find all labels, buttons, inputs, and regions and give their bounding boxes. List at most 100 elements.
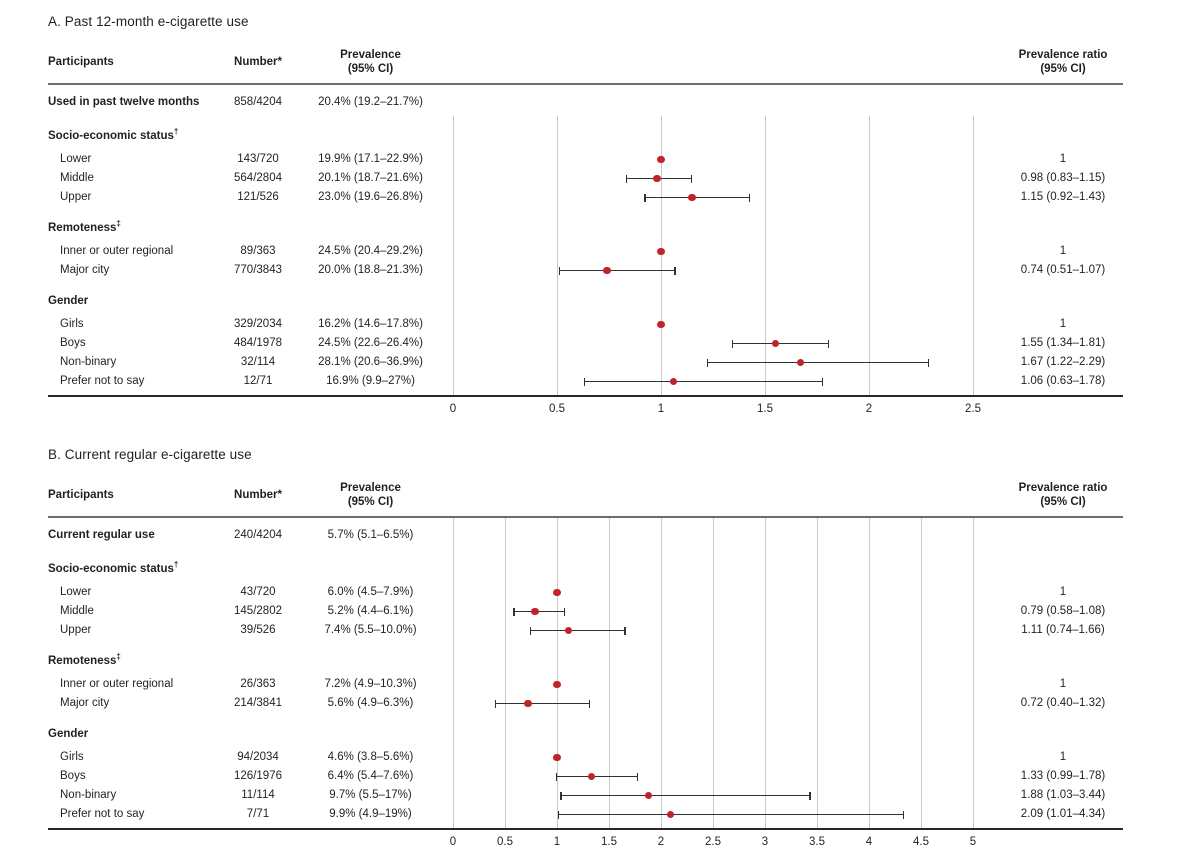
ci-line	[560, 794, 811, 797]
ci-cap-low	[558, 810, 560, 819]
ci-cap-high	[828, 339, 830, 348]
row-ratio: 1	[1059, 317, 1067, 330]
row-prevalence: 24.5% (20.4–29.2%)	[318, 244, 423, 257]
row-label: Inner or outer regional	[60, 677, 174, 690]
bottom-rule	[48, 828, 1123, 830]
row-label: Remoteness‡	[48, 651, 121, 667]
row-label: Remoteness‡	[48, 218, 121, 234]
ci-cap-high	[902, 810, 905, 819]
table-row: Current regular use 240/4204 5.7% (5.1–6.5…	[48, 524, 1148, 548]
row-plot-cell	[438, 805, 978, 824]
row-plot-cell	[438, 353, 978, 372]
axis-tick-label: 2.5	[705, 836, 721, 848]
point-estimate-marker	[669, 377, 678, 386]
row-plot-cell	[438, 694, 978, 713]
gridline	[661, 518, 662, 828]
table-row: Girls 329/2034 16.2% (14.6–17.8%) 1	[48, 315, 1148, 334]
col-header-ratio: Prevalence ratio (95% CI)	[1018, 48, 1108, 75]
row-plot-cell	[438, 583, 978, 602]
row-label: Middle	[60, 604, 94, 617]
row-prevalence: 5.7% (5.1–6.5%)	[327, 529, 414, 542]
gridline	[973, 116, 974, 395]
axis-tick-label: 1.5	[601, 836, 617, 848]
gridline	[765, 116, 766, 395]
point-estimate-marker	[657, 247, 665, 256]
row-prevalence: 28.1% (20.6–36.9%)	[318, 355, 423, 368]
row-number: 770/3843	[234, 263, 282, 276]
row-plot-cell	[438, 621, 978, 640]
point-estimate-marker	[524, 699, 532, 708]
axis-tick-label: 1	[553, 836, 561, 848]
point-estimate-marker	[644, 791, 653, 800]
point-estimate-marker	[587, 772, 596, 781]
footnote-marker: †	[173, 559, 179, 569]
point-estimate-marker	[553, 680, 561, 689]
row-number: 26/363	[240, 677, 276, 690]
row-label: Upper	[60, 623, 92, 636]
row-plot-cell	[438, 721, 978, 748]
row-number: 329/2034	[234, 317, 282, 330]
table-row: Middle 145/2802 5.2% (4.4–6.1%) 0.79 (0.58–…	[48, 602, 1148, 621]
column-header-row: Participants Number* Prevalence (95% CI)…	[48, 45, 1148, 79]
table-row: Remoteness‡	[48, 207, 1148, 242]
row-plot-cell	[438, 188, 978, 207]
row-prevalence: 16.9% (9.9–27%)	[326, 374, 415, 387]
axis-tick-label: 1.5	[757, 403, 773, 415]
gridline	[973, 518, 974, 828]
row-label: Major city	[60, 263, 110, 276]
table-row: Non-binary 32/114 28.1% (20.6–36.9%) 1.67 (…	[48, 353, 1148, 372]
footnote-marker: ‡	[116, 218, 121, 228]
ci-cap-low	[584, 377, 586, 386]
bottom-rule	[48, 395, 1123, 397]
row-label: Middle	[60, 171, 94, 184]
row-number: 89/363	[240, 244, 276, 257]
row-ratio: 0.72 (0.40–1.32)	[1020, 696, 1106, 709]
row-label: Prefer not to say	[60, 374, 145, 387]
table-row: Inner or outer regional 89/363 24.5% (20.4…	[48, 242, 1148, 261]
table-row: Upper 39/526 7.4% (5.5–10.0%) 1.11 (0.74–1.…	[48, 621, 1148, 640]
footnote-marker: ‡	[116, 651, 121, 661]
row-ratio: 0.98 (0.83–1.15)	[1020, 171, 1106, 184]
ci-cap-low	[559, 266, 561, 275]
row-plot-cell	[438, 242, 978, 261]
row-plot-cell	[438, 675, 978, 694]
ci-cap-low	[560, 791, 562, 800]
axis-tick-label: 4.5	[913, 836, 929, 848]
gridline	[557, 116, 558, 395]
point-estimate-marker	[796, 358, 805, 367]
panel-b: B. Current regular e-cigarette use Parti…	[48, 447, 1148, 854]
col-header-participants: Participants	[48, 55, 114, 68]
row-label: Socio-economic status†	[48, 559, 179, 575]
panel-a-title: A. Past 12-month e-cigarette use	[48, 14, 249, 29]
ci-cap-low	[513, 607, 515, 616]
table-row: Lower 43/720 6.0% (4.5–7.9%) 1	[48, 583, 1148, 602]
table-row: Boys 126/1976 6.4% (5.4–7.6%) 1.33 (0.99–1.…	[48, 767, 1148, 786]
row-number: 7/71	[246, 807, 270, 820]
row-prevalence: 5.2% (4.4–6.1%)	[327, 604, 414, 617]
row-ratio: 1	[1059, 750, 1067, 763]
row-plot-cell	[438, 786, 978, 805]
column-header-row: Participants Number* Prevalence (95% CI)…	[48, 478, 1148, 512]
ci-line	[584, 380, 824, 383]
row-label: Prefer not to say	[60, 807, 145, 820]
axis-tick-label: 2	[865, 403, 873, 415]
row-number: 94/2034	[237, 750, 279, 763]
col-header-prevalence: Prevalence (95% CI)	[340, 481, 401, 508]
table-row: Used in past twelve months 858/4204 20.4% …	[48, 91, 1148, 115]
table-row: Boys 484/1978 24.5% (22.6–26.4%) 1.55 (1.34…	[48, 334, 1148, 353]
row-label: Inner or outer regional	[60, 244, 174, 257]
panel-a-body: Used in past twelve months 858/4204 20.4% …	[48, 85, 1148, 395]
axis-tick-label: 0.5	[549, 403, 565, 415]
row-prevalence: 16.2% (14.6–17.8%)	[318, 317, 423, 330]
row-plot-cell	[438, 215, 978, 242]
row-prevalence: 4.6% (3.8–5.6%)	[327, 750, 414, 763]
ci-line	[706, 361, 930, 364]
table-row: Prefer not to say 12/71 16.9% (9.9–27%) 1.0…	[48, 372, 1148, 391]
row-label: Boys	[60, 336, 86, 349]
point-estimate-marker	[771, 339, 780, 348]
panel-b-body: Current regular use 240/4204 5.7% (5.1–6.5…	[48, 518, 1148, 828]
row-label: Boys	[60, 769, 86, 782]
row-number: 11/114	[241, 788, 275, 801]
gridline	[557, 518, 558, 828]
ci-cap-high	[674, 266, 676, 275]
